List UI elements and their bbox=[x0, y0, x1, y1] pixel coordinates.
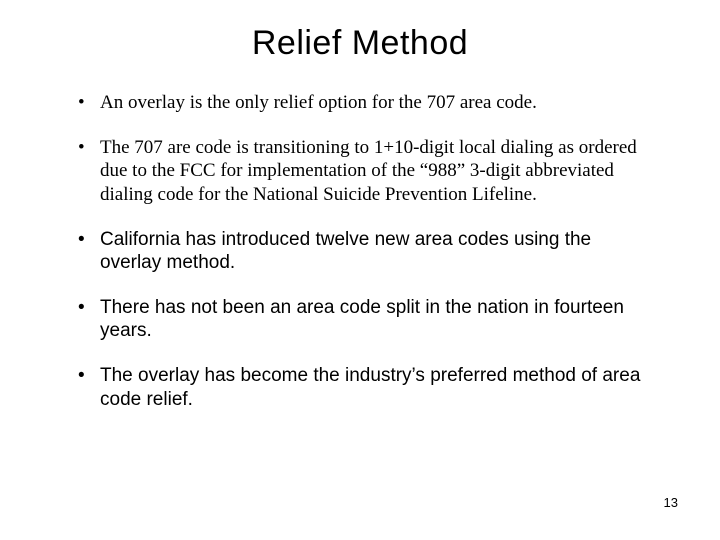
bullet-item: California has introduced twelve new are… bbox=[80, 228, 656, 274]
bullet-item: The 707 are code is transitioning to 1+1… bbox=[80, 136, 656, 206]
bullet-item: The overlay has become the industry’s pr… bbox=[80, 364, 656, 410]
bullet-item: An overlay is the only relief option for… bbox=[80, 91, 656, 114]
slide-title: Relief Method bbox=[54, 24, 666, 63]
bullet-item: There has not been an area code split in… bbox=[80, 296, 656, 342]
bullet-list: An overlay is the only relief option for… bbox=[54, 91, 666, 411]
page-number: 13 bbox=[664, 495, 678, 510]
slide: Relief Method An overlay is the only rel… bbox=[0, 0, 720, 540]
